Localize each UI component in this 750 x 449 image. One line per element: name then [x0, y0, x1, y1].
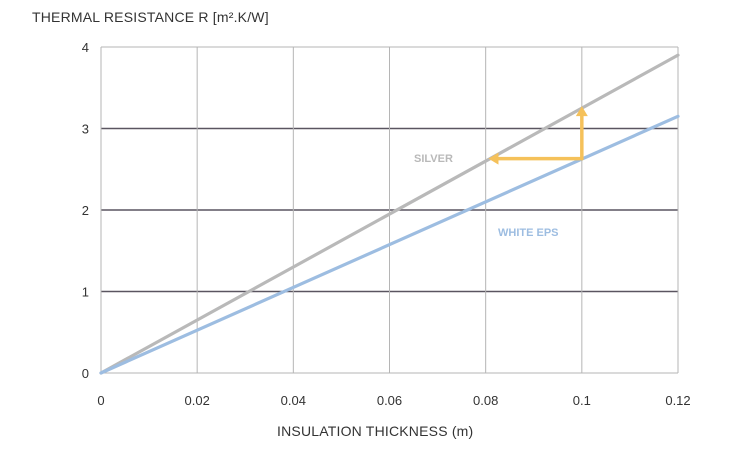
y-tick-label: 0 [82, 366, 89, 381]
y-tick-label: 2 [82, 203, 89, 218]
y-tick-label: 4 [82, 40, 89, 55]
x-tick-label: 0.04 [281, 393, 306, 408]
annotation-arrows [488, 106, 588, 165]
series-label-silver: SILVER [414, 153, 453, 165]
x-axis-label: INSULATION THICKNESS (m) [277, 423, 474, 439]
x-tick-label: 0.06 [377, 393, 402, 408]
x-tick-label: 0.02 [185, 393, 210, 408]
arrow-up-head [575, 106, 588, 117]
series-label-white-eps: WHITE EPS [498, 227, 559, 239]
grid [100, 46, 679, 374]
y-tick-label: 1 [82, 285, 89, 300]
arrow-left-head [488, 152, 499, 165]
x-tick-label: 0 [97, 393, 104, 408]
tick-labels: 0 1 2 3 4 0 0.02 0.04 0.06 0.08 0.1 0.12 [82, 40, 691, 408]
x-tick-label: 0.12 [665, 393, 690, 408]
y-tick-label: 3 [82, 122, 89, 137]
x-tick-label: 0.08 [473, 393, 498, 408]
x-tick-label: 0.1 [573, 393, 591, 408]
series-labels: SILVER WHITE EPS [414, 153, 559, 239]
y-axis-label: THERMAL RESISTANCE R [m².K/W] [32, 9, 269, 25]
